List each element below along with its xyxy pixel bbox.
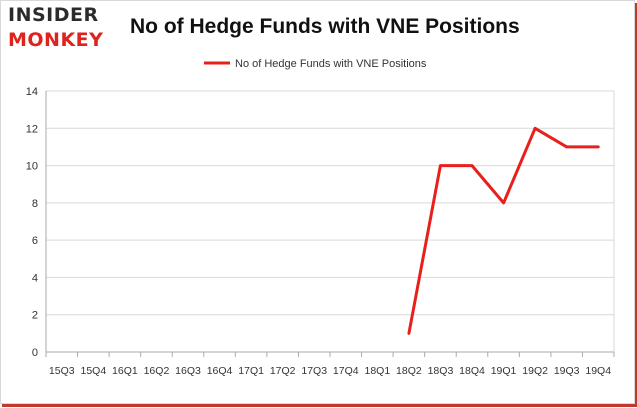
x-tick-label: 18Q1 bbox=[364, 365, 390, 377]
x-tick-label: 18Q4 bbox=[459, 365, 485, 377]
y-tick-label: 14 bbox=[26, 86, 38, 98]
chart-title: No of Hedge Funds with VNE Positions bbox=[130, 15, 520, 38]
y-tick-label: 10 bbox=[26, 161, 38, 173]
x-tick-label: 16Q2 bbox=[144, 365, 170, 377]
x-tick-label: 17Q3 bbox=[301, 365, 327, 377]
x-tick-label: 18Q2 bbox=[396, 365, 422, 377]
x-tick-label: 19Q2 bbox=[522, 365, 548, 377]
x-tick-label: 19Q4 bbox=[585, 365, 611, 377]
x-tick-label: 19Q1 bbox=[491, 365, 517, 377]
y-tick-label: 2 bbox=[32, 310, 38, 322]
y-tick-label: 4 bbox=[32, 272, 38, 284]
x-tick-label: 15Q4 bbox=[80, 365, 106, 377]
y-tick-label: 8 bbox=[32, 198, 38, 210]
x-tick-label: 16Q3 bbox=[175, 365, 201, 377]
y-tick-label: 12 bbox=[26, 123, 38, 135]
x-tick-label: 16Q4 bbox=[207, 365, 233, 377]
x-tick-label: 17Q2 bbox=[270, 365, 296, 377]
x-tick-label: 18Q3 bbox=[428, 365, 454, 377]
x-tick-label: 15Q3 bbox=[49, 365, 75, 377]
x-tick-label: 16Q1 bbox=[112, 365, 138, 377]
x-tick-label: 17Q1 bbox=[238, 365, 264, 377]
legend-label: No of Hedge Funds with VNE Positions bbox=[235, 58, 427, 70]
x-tick-label: 17Q4 bbox=[333, 365, 359, 377]
series-line bbox=[407, 126, 600, 335]
logo-line-1: INSIDER bbox=[8, 4, 99, 26]
logo-line-2: MONKEY bbox=[8, 29, 104, 51]
x-tick-label: 19Q3 bbox=[554, 365, 580, 377]
y-tick-label: 6 bbox=[32, 235, 38, 247]
insider-monkey-logo: INSIDER MONKEY bbox=[8, 6, 118, 54]
y-tick-label: 0 bbox=[32, 347, 38, 359]
